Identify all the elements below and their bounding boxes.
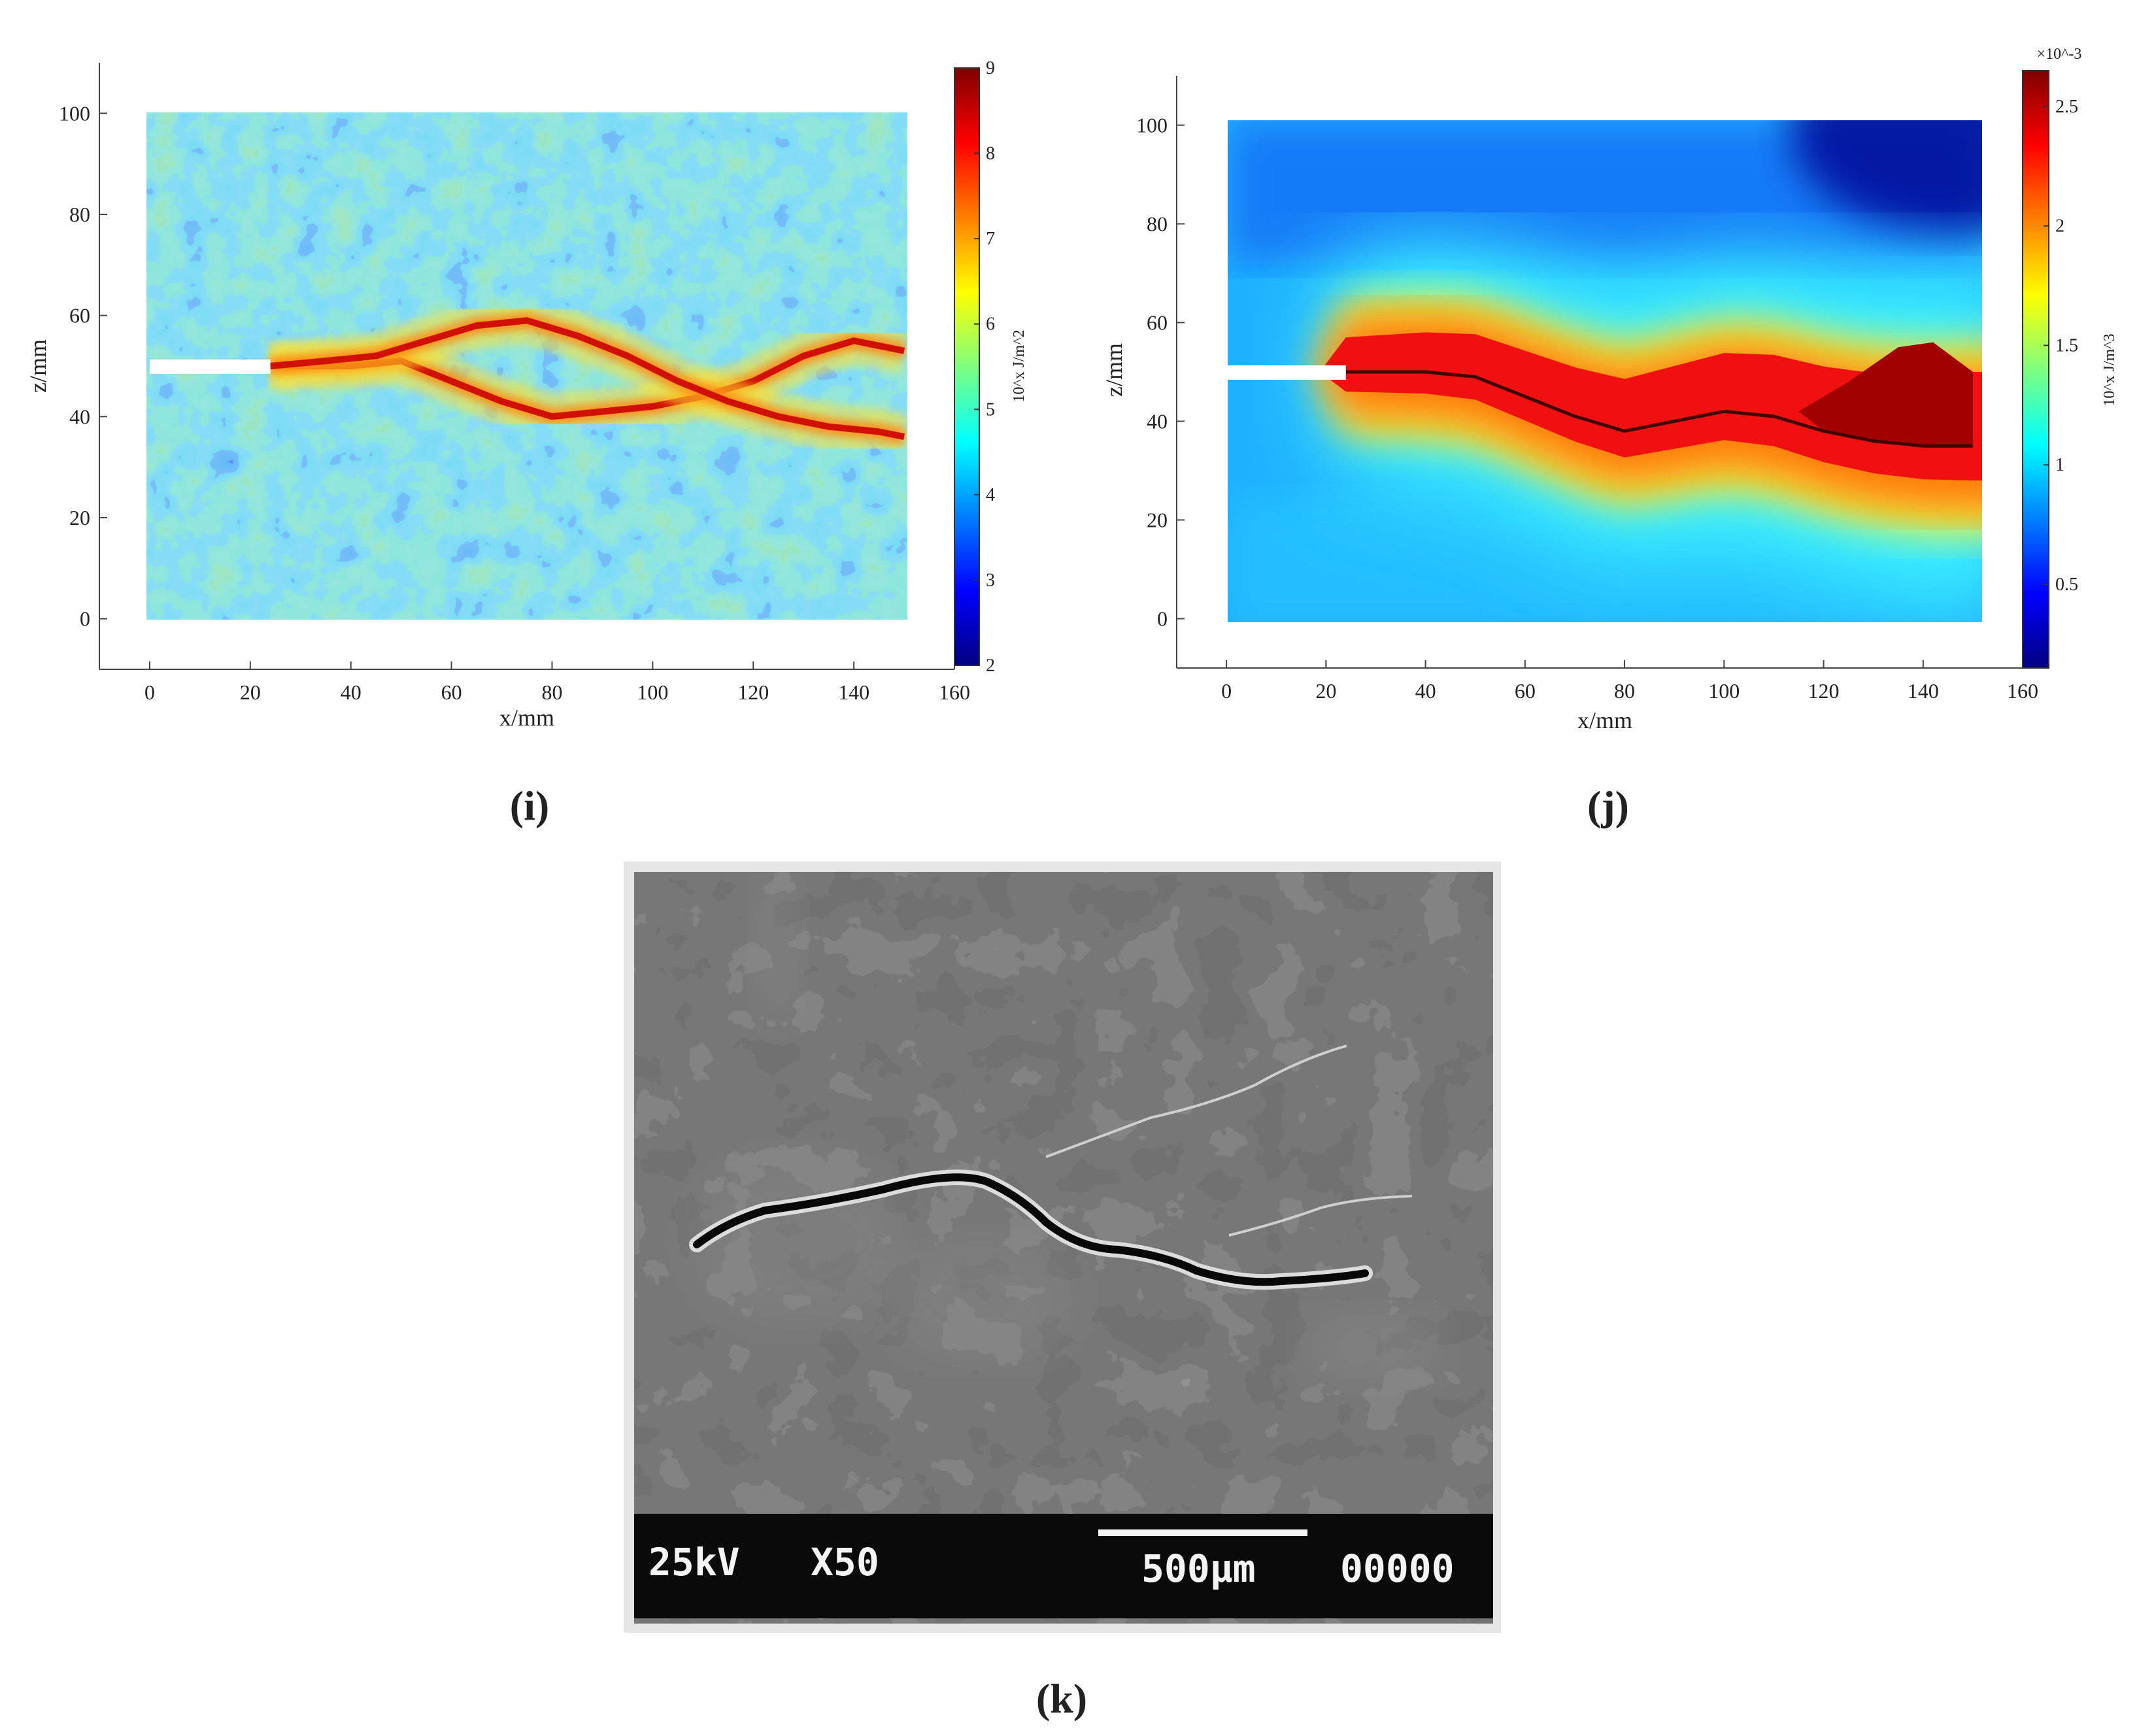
x-tick-label: 40	[341, 680, 362, 704]
y-tick-label: 100	[1136, 114, 1168, 137]
x-tick-label: 60	[1515, 679, 1536, 703]
scale-bar	[1098, 1529, 1307, 1536]
y-tick-label: 0	[1157, 607, 1168, 631]
colorbar-tick-label: 8	[986, 144, 995, 164]
heatmap-j	[1228, 120, 1982, 622]
crack-i-layer	[268, 297, 907, 459]
colorbar-gradient	[954, 67, 980, 666]
crack-path	[1345, 370, 1973, 448]
micrograph-image: 25kV X50 500µm 00000	[634, 872, 1493, 1624]
y-axis-label-i: z/mm	[25, 339, 51, 393]
colorbar-gradient	[2022, 70, 2049, 669]
heatmap-j-top-corner	[1791, 120, 1982, 235]
micrograph-info-bar	[634, 1514, 1493, 1618]
y-tick-label: 80	[69, 203, 90, 226]
x-tick-label: 60	[441, 680, 462, 704]
x-tick-label: 120	[1808, 679, 1840, 703]
colorbar-tick-label: 1	[2055, 455, 2064, 475]
colorbar-tick-label: 2.5	[2055, 97, 2078, 117]
colorbar-tick-label: 6	[986, 314, 995, 335]
notch-i	[149, 359, 271, 374]
y-tick-label: 100	[59, 101, 90, 125]
micrograph-branch-crack	[1228, 1195, 1413, 1237]
colorbar-tick-label: 1.5	[2055, 335, 2078, 356]
x-tick-label: 140	[1908, 679, 1939, 703]
y-tick-label: 20	[1147, 509, 1168, 532]
y-tick-label: 40	[1147, 410, 1168, 433]
magnification-label: X50	[811, 1540, 879, 1584]
y-axis-label-j: z/mm	[1101, 343, 1127, 397]
panel-j-energy-map: 0 20 40 60 80 100 120 140 160 0 20 40 60 80 100 0.5 1 1.…	[1101, 46, 2118, 733]
colorbar-tick-label: 7	[986, 229, 995, 249]
micrograph-branch-crack	[1045, 1044, 1347, 1158]
axes-j: 0 20 40 60 80 100 120 140 160 0 20 40 60 80 100	[1136, 76, 2038, 703]
panel-label-k: (k)	[1036, 1675, 1087, 1722]
crack-path	[270, 317, 905, 441]
heatmap-i	[146, 112, 907, 620]
y-tick-label: 60	[69, 304, 90, 327]
panel-label-i: (i)	[510, 782, 549, 829]
x-tick-label: 0	[1221, 679, 1232, 703]
y-tick-label: 40	[69, 405, 90, 428]
colorbar-label-i: 10^x J/m^2	[1011, 329, 1028, 402]
crack-j-layer	[1345, 370, 1973, 448]
y-tick-label: 20	[69, 506, 90, 529]
colorbar-label-j: 10^x J/m^3	[2101, 333, 2118, 406]
x-axis-label-j: x/mm	[1577, 707, 1632, 733]
colorbar-tick-label: 9	[986, 58, 995, 78]
micrograph-light-patch	[686, 1157, 909, 1327]
micrograph-crack	[693, 1173, 1369, 1286]
heatmap-j-peak-zone	[1798, 342, 1973, 446]
micrograph-light-patch	[1301, 1307, 1445, 1386]
colorbar-j: 0.5 1 1.5 2 2.5	[2022, 70, 2078, 669]
y-tick-label: 60	[1147, 311, 1168, 335]
x-tick-label: 100	[637, 680, 668, 704]
frame-number: 00000	[1340, 1546, 1455, 1591]
y-tick-label: 80	[1147, 212, 1168, 236]
x-tick-label: 20	[240, 680, 261, 704]
micrograph-light-patch	[883, 1235, 1079, 1366]
x-tick-label: 20	[1315, 679, 1336, 703]
x-tick-label: 160	[939, 680, 970, 704]
heatmap-j-red-zone	[1319, 332, 1982, 481]
x-tick-label: 80	[541, 680, 562, 704]
colorbar-exponent-j: ×10^-3	[2037, 46, 2082, 63]
colorbar-tick-label: 5	[986, 399, 995, 420]
x-axis-label-i: x/mm	[499, 705, 554, 731]
micrograph-light-patch	[752, 872, 804, 1026]
notch-j	[1226, 365, 1346, 380]
x-tick-label: 140	[838, 680, 869, 704]
x-tick-label: 40	[1415, 679, 1436, 703]
colorbar-tick-label: 0.5	[2055, 575, 2078, 595]
x-tick-label: 80	[1614, 679, 1635, 703]
colorbar-tick-label: 4	[986, 485, 995, 505]
colorbar-tick-label: 2	[986, 656, 995, 676]
x-tick-label: 120	[737, 680, 769, 704]
x-tick-label: 0	[144, 680, 155, 704]
colorbar-tick-label: 2	[2055, 216, 2064, 237]
voltage-label: 25kV	[648, 1540, 740, 1584]
x-tick-label: 160	[2007, 679, 2038, 703]
colorbar-tick-label: 3	[986, 570, 995, 590]
panel-label-j: (j)	[1587, 782, 1629, 829]
y-tick-label: 0	[80, 607, 90, 631]
panel-i-energy-map: 0 20 40 60 80 100 120 140 160 0 20 40 60 80 100 2 3 4 5 6 7…	[25, 58, 1028, 731]
colorbar-i: 2 3 4 5 6 7 8 9	[954, 58, 995, 676]
x-tick-label: 100	[1708, 679, 1740, 703]
scale-bar-label: 500µm	[1141, 1546, 1256, 1591]
panel-k-micrograph: 25kV X50 500µm 00000	[624, 861, 1501, 1633]
axes-i: 0 20 40 60 80 100 120 140 160 0 20 40 60 80 100	[59, 63, 970, 704]
